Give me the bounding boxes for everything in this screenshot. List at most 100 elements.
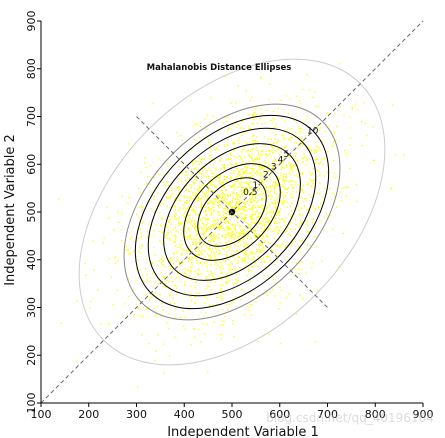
scatter-point bbox=[198, 196, 200, 198]
scatter-point bbox=[228, 303, 230, 306]
scatter-point bbox=[324, 157, 326, 160]
scatter-point bbox=[230, 228, 232, 230]
scatter-point bbox=[240, 229, 242, 231]
scatter-point bbox=[170, 268, 172, 270]
scatter-point bbox=[189, 233, 191, 236]
scatter-point bbox=[151, 263, 154, 265]
scatter-point bbox=[236, 176, 238, 178]
scatter-point bbox=[249, 195, 251, 197]
scatter-point bbox=[250, 252, 252, 254]
scatter-point bbox=[148, 299, 151, 301]
scatter-point bbox=[301, 223, 303, 225]
scatter-point bbox=[259, 166, 261, 168]
scatter-point bbox=[175, 285, 177, 287]
scatter-point bbox=[184, 210, 187, 212]
y-tick-label: 900 bbox=[25, 11, 38, 32]
scatter-point bbox=[290, 166, 292, 168]
scatter-point bbox=[267, 228, 270, 230]
scatter-point bbox=[310, 148, 312, 151]
scatter-point bbox=[236, 192, 238, 194]
scatter-point bbox=[238, 241, 240, 243]
scatter-point bbox=[237, 279, 239, 281]
scatter-point bbox=[185, 239, 187, 241]
scatter-point bbox=[187, 214, 189, 217]
scatter-point bbox=[198, 292, 200, 294]
scatter-point bbox=[280, 189, 282, 191]
scatter-point bbox=[227, 281, 229, 283]
scatter-point bbox=[252, 209, 254, 212]
scatter-point bbox=[231, 200, 233, 202]
scatter-point bbox=[325, 212, 327, 214]
scatter-point bbox=[229, 201, 231, 203]
scatter-point bbox=[278, 148, 280, 150]
scatter-point bbox=[276, 198, 279, 200]
scatter-point bbox=[311, 221, 314, 224]
scatter-point bbox=[246, 187, 248, 189]
scatter-point bbox=[170, 257, 172, 259]
scatter-point bbox=[172, 241, 175, 243]
scatter-point bbox=[262, 175, 264, 177]
scatter-point bbox=[228, 248, 230, 251]
scatter-point bbox=[235, 202, 238, 204]
scatter-point bbox=[195, 250, 197, 252]
scatter-point bbox=[183, 202, 186, 204]
scatter-point bbox=[212, 202, 214, 204]
scatter-point bbox=[238, 170, 240, 172]
scatter-point bbox=[247, 256, 249, 258]
scatter-point bbox=[238, 186, 240, 188]
scatter-point bbox=[308, 183, 310, 185]
scatter-point bbox=[174, 205, 176, 208]
scatter-point bbox=[220, 338, 222, 340]
scatter-point bbox=[267, 166, 270, 168]
scatter-point bbox=[301, 88, 304, 90]
scatter-point bbox=[219, 204, 221, 206]
scatter-point bbox=[236, 163, 238, 165]
scatter-point bbox=[210, 263, 212, 266]
scatter-point bbox=[276, 201, 279, 203]
y-axis-label: Independent Variable 2 bbox=[3, 134, 18, 286]
scatter-point bbox=[254, 139, 256, 141]
scatter-point bbox=[277, 107, 280, 110]
scatter-point bbox=[268, 223, 270, 225]
scatter-point bbox=[254, 158, 256, 160]
scatter-point bbox=[117, 211, 119, 213]
scatter-point bbox=[281, 191, 283, 194]
scatter-point bbox=[302, 161, 304, 163]
scatter-point bbox=[270, 216, 273, 218]
scatter-point bbox=[210, 208, 212, 210]
scatter-point bbox=[280, 100, 282, 102]
scatter-point bbox=[261, 204, 263, 207]
scatter-point bbox=[291, 128, 293, 130]
scatter-point bbox=[260, 215, 262, 217]
scatter-point bbox=[249, 181, 252, 183]
scatter-point bbox=[349, 137, 352, 139]
scatter-point bbox=[203, 232, 205, 234]
scatter-point bbox=[233, 207, 235, 209]
scatter-point bbox=[256, 173, 258, 176]
scatter-point bbox=[153, 229, 155, 232]
scatter-point bbox=[311, 219, 313, 221]
scatter-point bbox=[112, 304, 114, 306]
scatter-point bbox=[194, 303, 196, 305]
scatter-point bbox=[219, 259, 221, 262]
scatter-point bbox=[275, 146, 277, 148]
scatter-point bbox=[206, 261, 208, 263]
scatter-point bbox=[283, 187, 286, 190]
scatter-point bbox=[230, 233, 232, 235]
scatter-point bbox=[261, 165, 263, 167]
scatter-point bbox=[293, 213, 296, 216]
scatter-point bbox=[178, 225, 180, 227]
scatter-point bbox=[276, 178, 278, 180]
scatter-point bbox=[293, 267, 296, 270]
scatter-point bbox=[278, 218, 280, 220]
scatter-point bbox=[225, 242, 228, 244]
scatter-point bbox=[272, 110, 274, 113]
scatter-point bbox=[198, 241, 200, 244]
scatter-point bbox=[110, 276, 113, 278]
scatter-point bbox=[169, 355, 171, 357]
scatter-point bbox=[323, 175, 326, 177]
scatter-point bbox=[182, 249, 184, 251]
scatter-point bbox=[246, 142, 248, 145]
scatter-point bbox=[223, 222, 225, 224]
scatter-point bbox=[284, 120, 286, 123]
